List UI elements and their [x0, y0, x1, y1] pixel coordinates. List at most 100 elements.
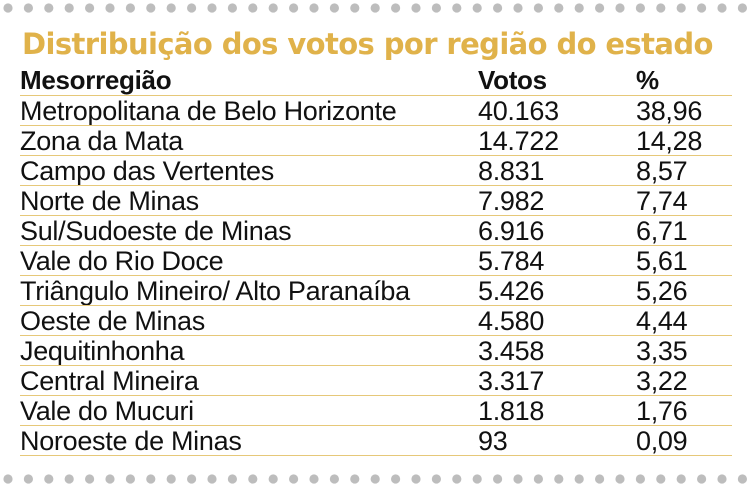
border-dot	[472, 474, 482, 484]
border-dot	[697, 3, 707, 13]
border-dot	[737, 3, 748, 13]
table-row: Noroeste de Minas 93 0,09	[20, 426, 732, 456]
border-dot	[635, 474, 646, 484]
region-name: Triângulo Mineiro/ Alto Paranaíba	[20, 276, 410, 305]
table-row: Zona da Mata 14.722 14,28	[20, 126, 732, 156]
border-dot	[431, 3, 441, 13]
region-votes: 93	[478, 426, 508, 456]
border-dot	[64, 474, 74, 484]
border-dot	[329, 3, 339, 13]
border-dot	[513, 474, 523, 484]
table-row: Sul/Sudoeste de Minas 6.916 6,71	[20, 216, 732, 246]
border-dot	[676, 474, 686, 484]
region-percent: 7,74	[636, 186, 688, 216]
region-percent: 3,22	[636, 366, 688, 396]
header-region: Mesorregião	[20, 65, 172, 95]
border-dot	[125, 474, 135, 484]
border-dot	[3, 3, 13, 13]
region-name: Vale do Mucuri	[20, 396, 194, 425]
border-dot	[574, 474, 584, 484]
header-percent: %	[636, 65, 659, 95]
table-title: Distribuição dos votos por região do est…	[22, 27, 713, 61]
border-dot	[717, 474, 727, 484]
region-percent: 3,35	[636, 336, 688, 366]
border-dot	[574, 3, 584, 13]
border-dot	[391, 474, 401, 484]
border-dot	[207, 3, 217, 13]
border-dot	[166, 474, 176, 484]
border-dot	[23, 474, 33, 484]
border-dot	[105, 3, 115, 13]
table-row: Campo das Vertentes 8.831 8,57	[20, 156, 732, 186]
border-dot	[146, 474, 156, 484]
border-dot	[248, 3, 258, 13]
region-votes: 6.916	[478, 216, 545, 246]
border-dot	[370, 474, 380, 484]
border-dot	[554, 474, 564, 484]
border-dot	[44, 3, 54, 13]
header-votes: Votos	[478, 65, 547, 95]
region-votes: 3.317	[478, 366, 545, 396]
border-dot	[615, 3, 625, 13]
border-dot	[411, 474, 421, 484]
region-name: Central Mineira	[20, 366, 199, 395]
border-dot	[391, 3, 401, 13]
border-dot	[125, 3, 135, 13]
border-dot	[656, 474, 666, 484]
border-dot	[595, 474, 605, 484]
border-dot	[105, 474, 115, 484]
region-votes: 5.426	[478, 276, 545, 306]
border-dot	[166, 3, 176, 13]
border-dot	[329, 474, 339, 484]
border-dot	[248, 474, 258, 484]
region-percent: 14,28	[636, 126, 703, 156]
region-percent: 6,71	[636, 216, 688, 246]
border-dot	[493, 474, 503, 484]
border-dot	[207, 474, 217, 484]
border-dot	[533, 474, 544, 484]
border-dot	[146, 3, 156, 13]
table-row: Central Mineira 3.317 3,22	[20, 366, 732, 396]
region-name: Campo das Vertentes	[20, 156, 274, 185]
region-name: Sul/Sudoeste de Minas	[20, 216, 292, 245]
border-dot	[615, 474, 625, 484]
border-dot	[472, 3, 482, 13]
region-votes: 8.831	[478, 156, 545, 186]
border-dot	[289, 3, 299, 13]
border-dot	[554, 3, 564, 13]
border-dot	[595, 3, 605, 13]
region-votes: 14.722	[478, 126, 559, 156]
table-row: Oeste de Minas 4.580 4,44	[20, 306, 732, 336]
border-dot	[64, 3, 74, 13]
region-name: Noroeste de Minas	[20, 426, 242, 455]
region-votes: 5.784	[478, 246, 545, 276]
table-row: Metropolitana de Belo Horizonte 40.163 3…	[20, 96, 732, 126]
region-percent: 0,09	[636, 426, 688, 456]
region-name: Jequitinhonha	[20, 336, 185, 365]
border-dot	[656, 3, 666, 13]
border-dot	[85, 474, 95, 484]
border-dot	[23, 3, 33, 13]
border-dot	[350, 3, 360, 13]
border-dot	[737, 474, 748, 484]
border-dot	[268, 474, 278, 484]
region-percent: 8,57	[636, 156, 688, 186]
border-dot	[411, 3, 421, 13]
region-percent: 5,26	[636, 276, 688, 306]
border-dot	[3, 474, 13, 484]
region-name: Metropolitana de Belo Horizonte	[20, 96, 397, 125]
region-percent: 5,61	[636, 246, 688, 276]
table-header-row: Mesorregião Votos %	[20, 64, 732, 96]
border-dot	[227, 474, 237, 484]
border-dot	[309, 474, 319, 484]
region-votes: 7.982	[478, 186, 545, 216]
border-dot	[431, 474, 441, 484]
border-dot	[85, 3, 95, 13]
border-dot	[697, 474, 707, 484]
border-dot	[513, 3, 523, 13]
border-dot	[493, 3, 503, 13]
region-name: Vale do Rio Doce	[20, 246, 224, 275]
border-dot	[44, 474, 54, 484]
border-dot	[227, 3, 237, 13]
region-percent: 38,96	[636, 96, 703, 126]
